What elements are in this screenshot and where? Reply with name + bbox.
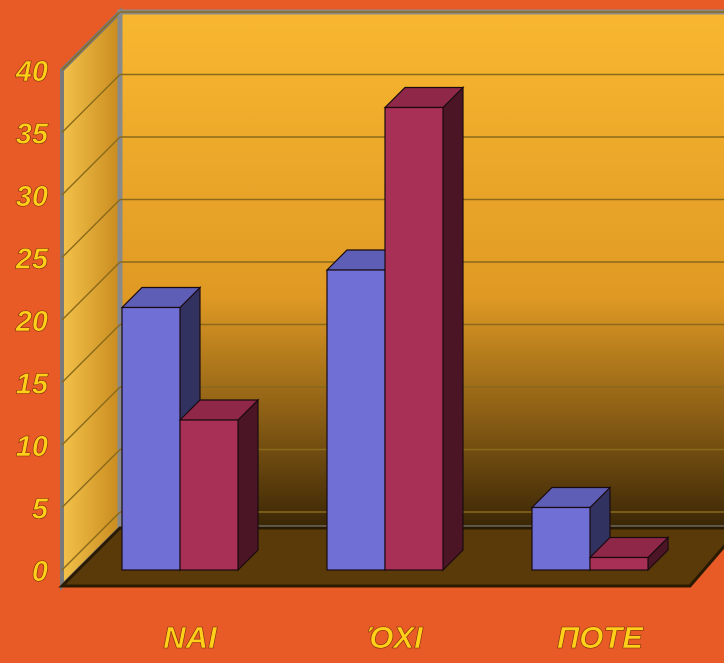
x-category-label: ΌΧΙ bbox=[367, 620, 424, 655]
y-tick-label: 0 bbox=[32, 556, 48, 588]
x-axis-categories: NAI ΌΧΙ ΠΟΤΕ bbox=[163, 620, 645, 656]
bar-2-2 bbox=[383, 86, 465, 572]
gridline-side bbox=[61, 11, 121, 71]
gridline-side bbox=[61, 261, 121, 321]
y-tick-label: 5 bbox=[32, 494, 49, 526]
bar-front bbox=[589, 556, 649, 571]
bar-front bbox=[121, 306, 181, 571]
bar-2-1 bbox=[178, 398, 260, 572]
bar-1-3 bbox=[530, 486, 612, 572]
gridline-side bbox=[61, 386, 121, 446]
y-tick-label: 20 bbox=[15, 306, 48, 338]
bar-front bbox=[531, 506, 591, 571]
bars bbox=[120, 86, 670, 572]
y-axis-ticks: 0 5 10 15 20 25 30 35 40 bbox=[14, 56, 49, 589]
bar-side bbox=[237, 398, 259, 572]
y-tick-label: 40 bbox=[15, 56, 48, 88]
y-tick-label: 25 bbox=[15, 244, 49, 276]
y-tick-label: 15 bbox=[16, 369, 49, 401]
bar-front bbox=[326, 269, 386, 571]
gridline-side bbox=[61, 511, 121, 571]
gridline-side bbox=[61, 74, 121, 133]
x-category-label: NAI bbox=[163, 620, 218, 655]
y-tick-label: 35 bbox=[16, 119, 49, 151]
bar-2-3 bbox=[588, 536, 670, 572]
bar-side bbox=[442, 86, 464, 572]
bar-front bbox=[179, 419, 239, 571]
y-tick-label: 30 bbox=[16, 181, 48, 213]
gridline-side bbox=[61, 199, 121, 258]
side-wall bbox=[60, 7, 122, 591]
x-category-label: ΠΟΤΕ bbox=[557, 620, 644, 655]
bar-front bbox=[384, 106, 444, 571]
gridline-side bbox=[61, 324, 121, 383]
gridline-side bbox=[61, 136, 121, 196]
y-tick-label: 10 bbox=[16, 431, 48, 463]
gridline-side bbox=[61, 449, 121, 508]
